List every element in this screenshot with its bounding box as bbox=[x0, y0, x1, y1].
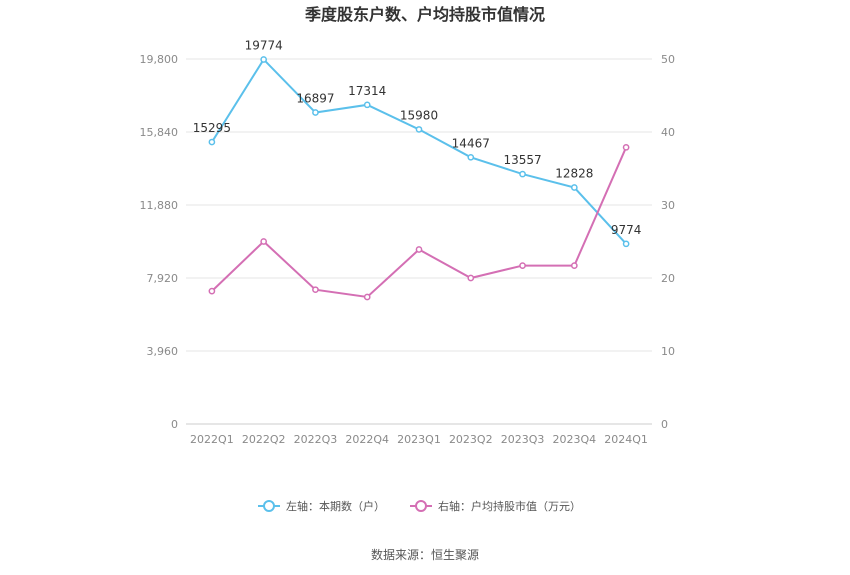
data-label: 15295 bbox=[193, 121, 231, 135]
data-label: 15980 bbox=[400, 108, 438, 122]
x-axis: 2022Q1 2022Q2 2022Q3 2022Q4 2023Q1 2023Q2 2023… bbox=[190, 433, 648, 446]
x-tick-label: 2023Q1 bbox=[397, 433, 441, 446]
legend: 左轴：本期数（户） 右轴：户均持股市值（万元） bbox=[258, 499, 581, 513]
series-point-2 bbox=[312, 286, 319, 294]
data-label: 16897 bbox=[296, 92, 334, 106]
left-tick-label: 7,920 bbox=[147, 272, 179, 285]
series-point-2 bbox=[363, 293, 371, 301]
left-tick-label: 15,840 bbox=[140, 126, 179, 139]
series-point-2 bbox=[570, 262, 578, 269]
series-line-1 bbox=[211, 57, 627, 245]
left-tick-label: 11,880 bbox=[140, 199, 179, 212]
x-tick-label: 2024Q1 bbox=[604, 433, 648, 446]
data-label: 12828 bbox=[555, 167, 593, 181]
legend-marker-2 bbox=[415, 500, 427, 512]
right-tick-label: 40 bbox=[661, 126, 675, 139]
series-point-1 bbox=[208, 138, 216, 146]
x-tick-label: 2023Q2 bbox=[449, 433, 493, 446]
x-tick-label: 2023Q4 bbox=[553, 433, 597, 446]
x-tick-label: 2022Q1 bbox=[190, 433, 234, 446]
series-layer bbox=[208, 56, 630, 301]
series-point-1 bbox=[622, 240, 630, 248]
left-tick-label: 19,800 bbox=[140, 53, 179, 66]
series-point-2 bbox=[519, 262, 526, 269]
series-point-2 bbox=[415, 246, 423, 253]
data-label: 13557 bbox=[503, 153, 541, 167]
series-point-2 bbox=[622, 143, 630, 151]
right-tick-label: 20 bbox=[661, 272, 675, 285]
series-point-2 bbox=[208, 287, 216, 295]
series-point-1 bbox=[312, 109, 319, 116]
left-axis: 0 3,960 7,920 11,880 15,840 19,800 bbox=[140, 53, 179, 431]
x-tick-label: 2022Q3 bbox=[294, 433, 338, 446]
data-label: 17314 bbox=[348, 84, 386, 98]
right-tick-label: 30 bbox=[661, 199, 675, 212]
series-point-1 bbox=[519, 170, 526, 178]
right-tick-label: 10 bbox=[661, 345, 675, 358]
right-tick-label: 50 bbox=[661, 53, 675, 66]
legend-label-1: 左轴：本期数（户） bbox=[286, 499, 385, 513]
series-point-1 bbox=[570, 184, 578, 191]
left-tick-label: 0 bbox=[171, 418, 178, 431]
x-tick-label: 2023Q3 bbox=[501, 433, 545, 446]
series-point-1 bbox=[363, 101, 371, 109]
chart-title: 季度股东户数、户均持股市值情况 bbox=[304, 5, 545, 24]
right-axis: 0 10 20 30 40 50 bbox=[661, 53, 675, 431]
series-point-1 bbox=[415, 126, 423, 133]
data-label: 9774 bbox=[611, 223, 642, 237]
legend-label-2: 右轴：户均持股市值（万元） bbox=[438, 499, 581, 513]
source-note: 数据来源：恒生聚源 bbox=[371, 547, 479, 562]
x-tick-label: 2022Q2 bbox=[242, 433, 286, 446]
series-point-1 bbox=[467, 153, 475, 161]
data-label: 14467 bbox=[452, 136, 490, 150]
series-point-1 bbox=[260, 56, 268, 63]
legend-marker-1 bbox=[263, 500, 275, 512]
x-tick-label: 2022Q4 bbox=[345, 433, 389, 446]
right-tick-label: 0 bbox=[661, 418, 668, 431]
series-point-2 bbox=[260, 238, 268, 245]
data-label: 19774 bbox=[245, 38, 283, 52]
series-point-2 bbox=[467, 274, 475, 282]
left-tick-label: 3,960 bbox=[147, 345, 179, 358]
data-labels: 15295 19774 16897 17314 15980 14467 13557 12828… bbox=[193, 38, 642, 236]
